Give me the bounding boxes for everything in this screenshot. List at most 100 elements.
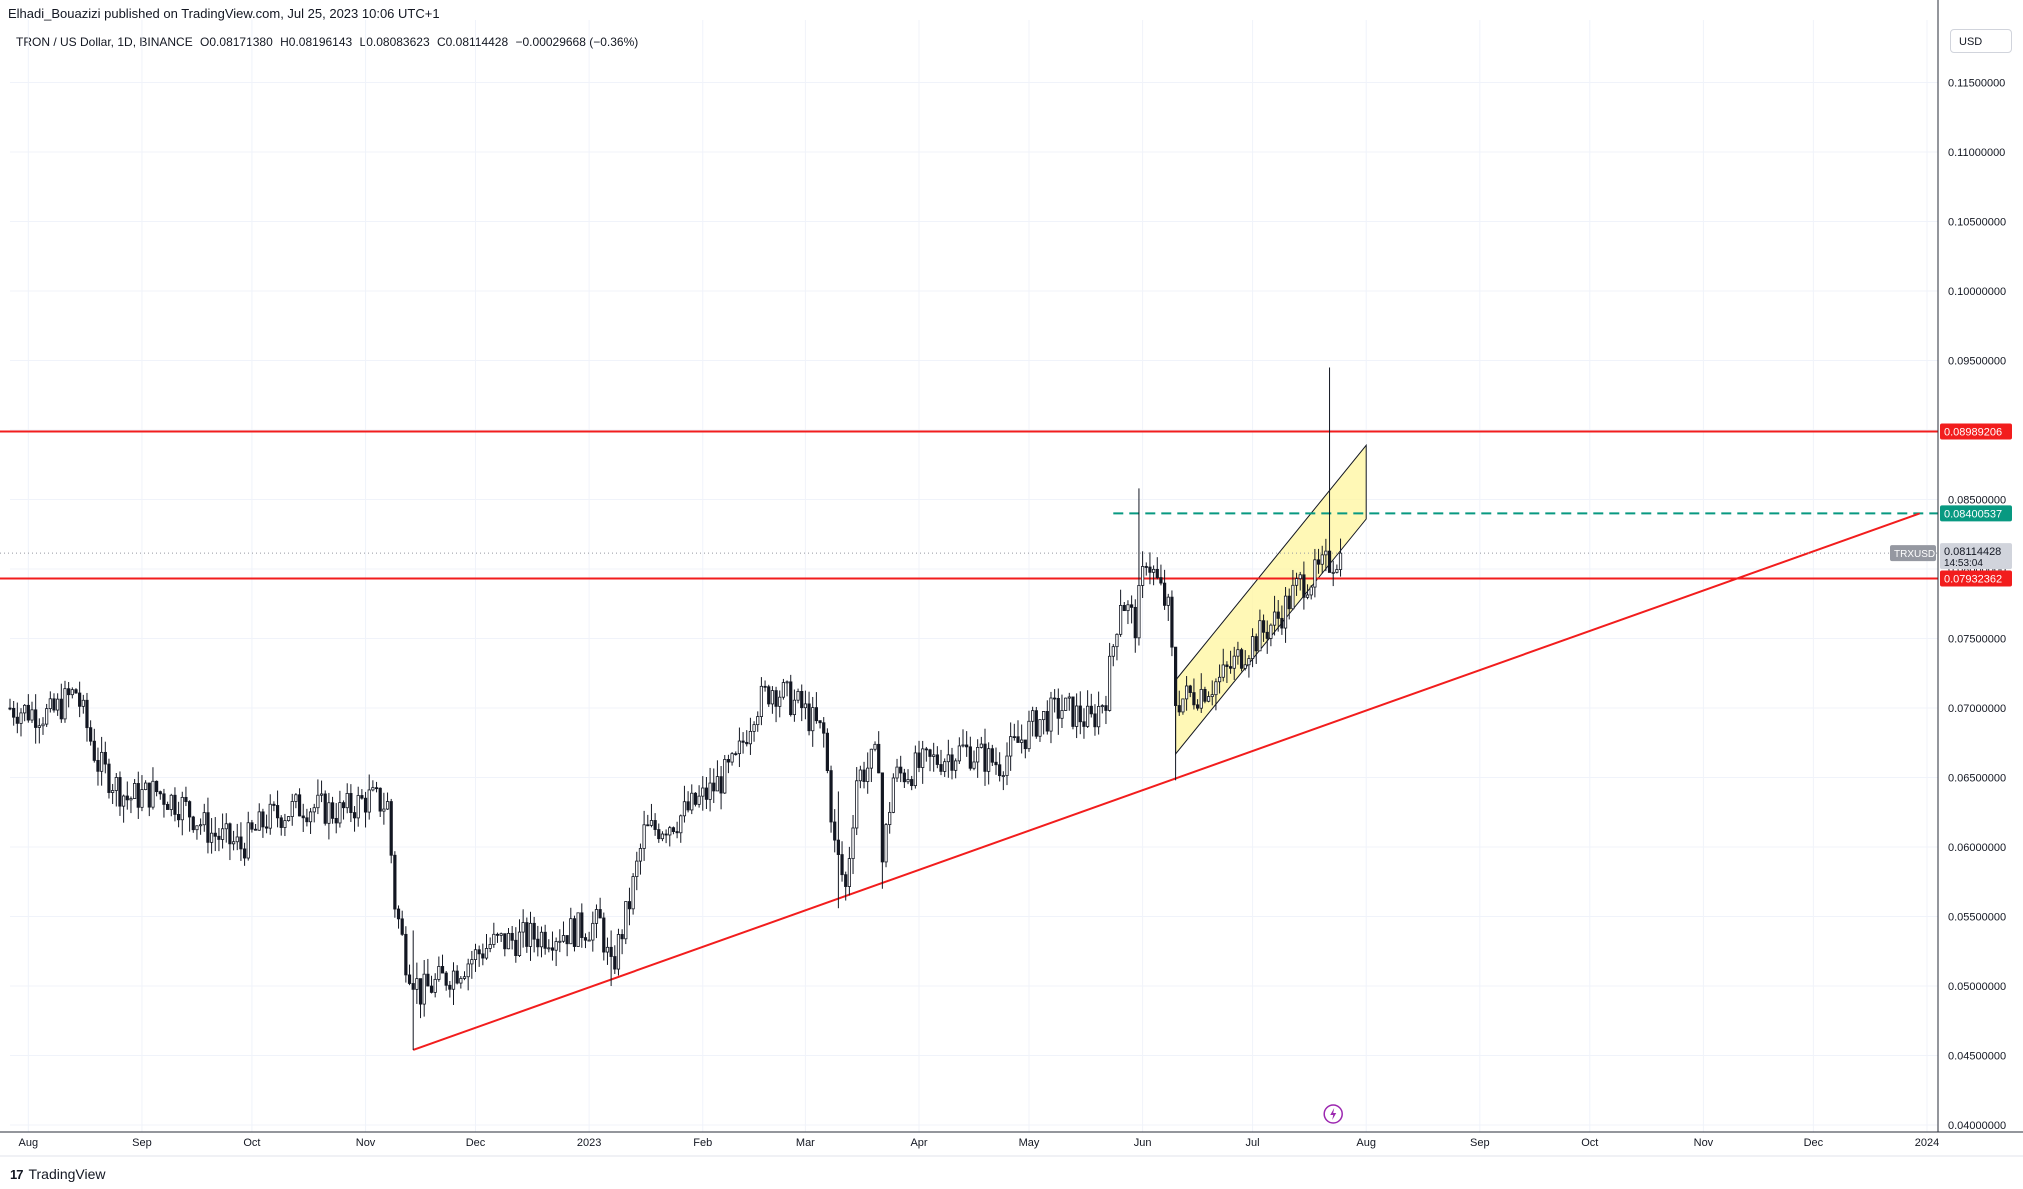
- candle-down: [374, 787, 379, 790]
- candle-down: [818, 720, 822, 724]
- chart-drawings: [0, 430, 1938, 1051]
- candle-up: [730, 753, 734, 763]
- candle-down: [510, 932, 514, 941]
- candle-down: [1133, 606, 1137, 639]
- candle-down: [455, 970, 459, 984]
- candle-up: [484, 948, 489, 959]
- candle-down: [1316, 559, 1321, 565]
- candle-down: [899, 766, 903, 774]
- candle-down: [1082, 721, 1086, 727]
- candle-up: [708, 782, 712, 800]
- candle-up: [268, 803, 272, 829]
- dashed-level-tag: [1940, 505, 2012, 522]
- candle-up: [770, 690, 775, 705]
- brand-name: TradingView: [28, 1166, 106, 1182]
- candle-up: [976, 747, 980, 763]
- candle-up: [547, 947, 551, 950]
- candle-down: [396, 908, 401, 920]
- candle-up: [1020, 739, 1024, 743]
- horizontal-level-label: 0.08989206: [1944, 427, 2002, 439]
- candle-down: [924, 748, 928, 751]
- x-tick-label: Mar: [796, 1137, 815, 1149]
- tradingview-brand[interactable]: 17 TradingView: [10, 1166, 106, 1182]
- candle-up: [209, 832, 214, 843]
- legend-change: −0.00029668 (−0.36%): [515, 35, 639, 49]
- candle-up: [737, 740, 742, 755]
- candle-down: [1053, 697, 1057, 700]
- candle-down: [910, 779, 914, 787]
- candle-up: [506, 932, 511, 950]
- candle-down: [928, 749, 932, 757]
- candle-down: [1173, 646, 1178, 706]
- x-tick-label: Oct: [1581, 1137, 1598, 1149]
- candle-down: [653, 820, 657, 830]
- candle-down: [598, 909, 602, 919]
- candle-up: [63, 688, 67, 720]
- candle-down: [103, 751, 107, 765]
- dashed-level-label: 0.08400537: [1944, 508, 2002, 520]
- candle-up: [235, 836, 239, 843]
- legend-symbol[interactable]: TRON / US Dollar, 1D, BINANCE: [16, 35, 193, 49]
- candle-up: [1119, 605, 1123, 635]
- candle-up: [1283, 595, 1288, 629]
- candle-down: [363, 797, 368, 813]
- candle-up: [169, 794, 173, 810]
- candle-up: [231, 841, 236, 845]
- candle-down: [184, 796, 188, 802]
- candle-down: [1122, 605, 1126, 612]
- candle-down: [400, 918, 404, 935]
- candle-down: [807, 703, 811, 732]
- candle-up: [1247, 658, 1251, 666]
- candle-up: [913, 752, 917, 787]
- candle-up: [1324, 550, 1328, 556]
- candle-up: [649, 820, 654, 826]
- candle-up: [635, 860, 639, 877]
- legend-open: O0.08171380: [200, 35, 273, 49]
- candle-up: [316, 794, 320, 809]
- candle-down: [1276, 611, 1280, 619]
- candle-up: [220, 828, 225, 840]
- candle-down: [334, 817, 338, 824]
- candle-up: [785, 681, 789, 684]
- horizontal-level-tag: [1940, 423, 2012, 440]
- candle-down: [800, 691, 804, 709]
- candle-up: [422, 973, 426, 1005]
- candle-down: [1012, 736, 1016, 739]
- candle-down: [125, 795, 129, 801]
- candle-down: [297, 794, 302, 817]
- candle-down: [349, 793, 353, 813]
- candle-up: [943, 761, 947, 772]
- x-tick-label: 2024: [1915, 1137, 1939, 1149]
- candle-down: [477, 949, 481, 955]
- candle-down: [136, 783, 140, 808]
- candle-up: [906, 779, 910, 783]
- candle-down: [1144, 566, 1148, 568]
- candle-down: [565, 935, 569, 945]
- candle-up: [866, 767, 870, 782]
- candle-up: [41, 723, 45, 727]
- candle-down: [734, 753, 738, 756]
- candle-up: [1331, 571, 1335, 574]
- candle-up: [224, 823, 228, 830]
- candle-down: [26, 704, 30, 721]
- candle-down: [264, 826, 269, 829]
- candle-down: [774, 690, 778, 707]
- candle-down: [726, 759, 731, 763]
- candle-up: [462, 976, 467, 979]
- candle-down: [15, 716, 19, 724]
- candle-down: [719, 776, 723, 794]
- candle-down: [836, 839, 840, 855]
- candle-down: [188, 801, 192, 818]
- x-tick-label: Jul: [1246, 1137, 1260, 1149]
- y-tick-label: 0.05500000: [1948, 912, 2006, 924]
- candle-up: [1338, 552, 1343, 570]
- candle-down: [272, 803, 276, 806]
- candle-down: [228, 823, 232, 845]
- currency-button[interactable]: USD: [1950, 29, 2012, 53]
- x-tick-label: May: [1019, 1137, 1040, 1149]
- candle-down: [514, 939, 518, 957]
- candle-up: [1181, 698, 1185, 713]
- candle-down: [242, 848, 247, 859]
- candle-up: [466, 963, 470, 978]
